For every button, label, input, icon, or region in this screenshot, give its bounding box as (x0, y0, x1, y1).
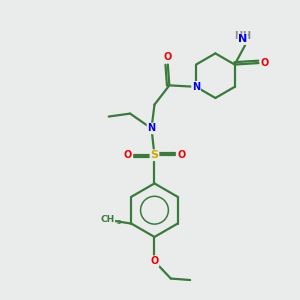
Text: O: O (178, 150, 186, 160)
Text: 3: 3 (116, 220, 121, 225)
Text: S: S (151, 150, 158, 160)
Text: O: O (164, 52, 172, 62)
Text: O: O (261, 58, 269, 68)
Text: H: H (242, 31, 250, 41)
Text: N: N (192, 82, 200, 92)
Text: O: O (150, 256, 159, 266)
Text: O: O (123, 150, 131, 160)
Text: N: N (147, 124, 156, 134)
Text: N: N (238, 34, 247, 44)
Text: H: H (235, 31, 243, 41)
Text: CH: CH (100, 214, 115, 224)
